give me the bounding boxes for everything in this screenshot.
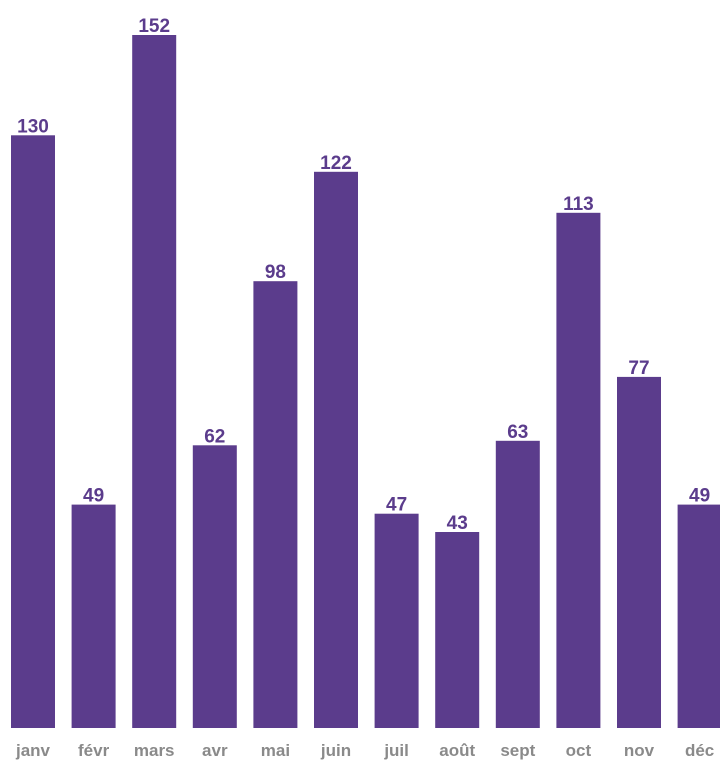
- x-tick-label-sept: sept: [500, 741, 535, 760]
- x-tick-label-mai: mai: [261, 741, 290, 760]
- bar-sept: [495, 440, 540, 728]
- bar-août: [435, 532, 480, 728]
- bar-juin: [314, 171, 358, 729]
- value-label-févr: 49: [83, 486, 104, 507]
- x-tick-label-juil: juil: [383, 741, 409, 760]
- bar-mars: [132, 35, 177, 728]
- x-tick-labels-group: janv févr mars avr mai juin juil août sept oct nov…: [15, 741, 714, 760]
- value-label-juil: 47: [386, 495, 407, 516]
- x-tick-label-févr: févr: [78, 741, 110, 760]
- value-label-mai: 98: [265, 262, 286, 283]
- x-tick-label-juin: juin: [320, 741, 351, 760]
- bar-nov: [617, 376, 661, 728]
- bar-juil: [374, 513, 419, 728]
- value-label-nov: 77: [628, 358, 649, 379]
- value-label-sept: 63: [507, 422, 528, 443]
- value-label-oct: 113: [563, 194, 594, 215]
- x-tick-label-janv: janv: [15, 741, 51, 760]
- value-label-août: 43: [447, 513, 468, 534]
- value-label-mars: 152: [138, 16, 170, 37]
- x-tick-label-déc: déc: [685, 741, 714, 760]
- bar-déc: [677, 504, 720, 728]
- bar-janv: [11, 135, 55, 729]
- bar-févr: [71, 504, 116, 728]
- bar-avr: [192, 445, 237, 728]
- bars-group: [11, 35, 720, 729]
- value-label-juin: 122: [320, 153, 352, 174]
- x-tick-label-avr: avr: [202, 741, 228, 760]
- x-tick-label-nov: nov: [624, 741, 655, 760]
- value-labels-group: 130 49 152 62 98 122 47 43 63 113 77 49: [17, 16, 710, 534]
- x-tick-label-mars: mars: [134, 741, 175, 760]
- value-label-déc: 49: [689, 486, 710, 507]
- bar-oct: [556, 212, 601, 729]
- x-tick-label-août: août: [439, 741, 475, 760]
- value-label-janv: 130: [17, 116, 49, 137]
- value-label-avr: 62: [204, 426, 225, 447]
- bar-mai: [253, 281, 298, 728]
- x-tick-label-oct: oct: [566, 741, 592, 760]
